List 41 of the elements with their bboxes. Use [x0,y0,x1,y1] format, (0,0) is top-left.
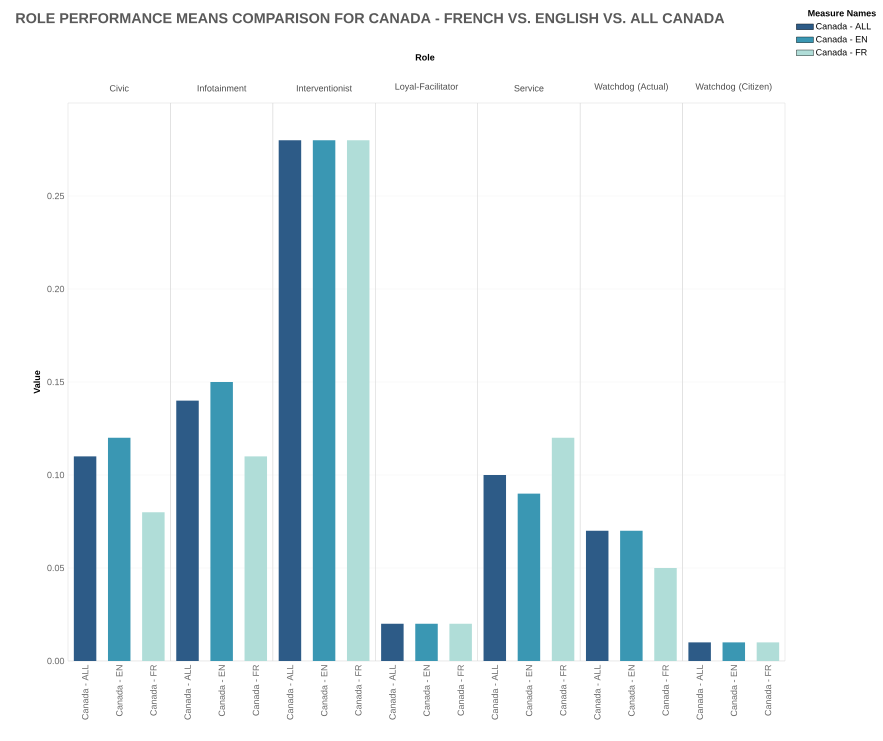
y-tick-label: 0.25 [47,192,64,200]
text: ROLE PERFORMANCE MEANS COMPARISON FOR CANADA - FRENCH VS. ENGLISH VS. ALL CANADA [16,13,724,24]
x-tick-label: Canada - EN [320,665,328,716]
y-axis-title: Value [33,370,40,394]
chart-title: Infotainment [198,84,246,92]
x-tick-label: Canada - ALL [594,664,601,720]
x-tick-label: Canada - EN [116,665,123,716]
x-tick-label: Canada - ALL [389,664,396,720]
y-tick-label: 0.00 [47,658,64,664]
x-tick-label: Canada - ALL [696,664,703,720]
x-tick-label: Canada - EN [526,665,532,716]
legend-label: Canada - EN [816,36,867,42]
y-tick-label: 0.10 [47,472,64,478]
y-tick-label: 0.15 [47,378,64,386]
y-tick-label: 0.20 [47,286,64,292]
x-tick-label: Canada - FR [560,664,566,716]
x-tick-label: Canada - EN [730,665,738,716]
legend-label: Canada - ALL [816,22,871,30]
chart-title: Service [514,84,544,92]
x-tick-label: Canada - ALL [286,664,294,720]
x-tick-label: Canada - FR [354,664,362,716]
x-tick-label: Canada - ALL [82,664,88,720]
x-tick-label: Canada - FR [252,664,260,716]
y-tick-label: 0.05 [47,564,64,572]
x-tick-label: Canada - ALL [184,664,191,720]
text: Role [416,54,434,61]
x-tick-label: Canada - FR [457,664,464,716]
legend-label: Canada - FR [816,48,867,56]
chart-title: Watchdog (Actual) [594,83,668,92]
chart-title: Civic [110,84,129,92]
x-tick-label: Canada - EN [628,665,635,716]
chart-title: Watchdog (Citizen) [695,83,772,92]
x-tick-label: Canada - FR [150,664,157,716]
x-tick-label: Canada - FR [662,664,669,716]
x-tick-label: Canada - ALL [491,664,498,720]
x-tick-label: Canada - FR [764,664,772,716]
x-tick-label: Canada - EN [218,665,225,716]
legend-title: Measure Names [808,10,876,16]
x-tick-label: Canada - EN [423,665,430,716]
chart-title: Loyal-Facilitator [395,83,458,92]
chart-title: Interventionist [296,84,352,92]
